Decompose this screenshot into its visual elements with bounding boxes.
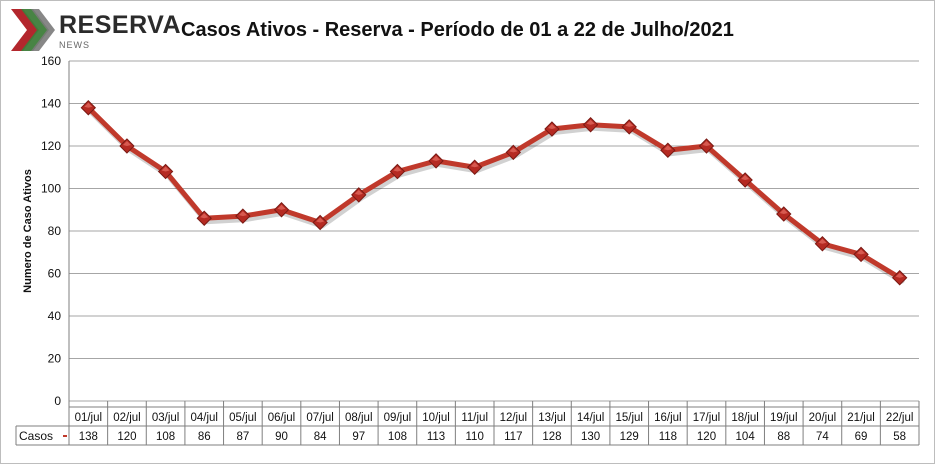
y-tick-label: 20 xyxy=(48,352,62,366)
data-point-highlight xyxy=(663,145,672,151)
data-point-highlight xyxy=(547,124,556,129)
series-line xyxy=(85,105,903,281)
data-label: 87 xyxy=(236,431,249,443)
data-point-highlight xyxy=(277,204,286,210)
x-tick-label: 14/jul xyxy=(577,412,605,424)
data-label: 88 xyxy=(777,431,790,443)
data-point-highlight xyxy=(432,155,441,161)
data-point-highlight xyxy=(895,272,904,278)
x-tick-label: 06/jul xyxy=(268,412,296,424)
x-tick-label: 17/jul xyxy=(693,412,721,424)
data-point-highlight xyxy=(470,162,479,168)
data-point-highlight xyxy=(161,166,170,172)
y-axis-label: Numero de Caso Ativos xyxy=(22,169,34,293)
data-label: 86 xyxy=(198,431,211,443)
data-point-highlight xyxy=(509,147,518,153)
data-label: 120 xyxy=(117,431,136,443)
data-point-highlight xyxy=(393,166,402,172)
x-tick-label: 05/jul xyxy=(229,412,257,424)
x-tick-label: 20/jul xyxy=(809,412,837,424)
data-label: 104 xyxy=(736,431,756,443)
x-tick-label: 11/jul xyxy=(461,412,488,424)
x-tick-label: 22/jul xyxy=(886,412,914,424)
x-tick-label: 21/jul xyxy=(847,412,875,424)
data-label: 129 xyxy=(620,431,639,443)
data-point-highlight xyxy=(857,249,866,255)
logo-subtitle: NEWS xyxy=(59,40,90,50)
x-tick-label: 13/jul xyxy=(538,412,566,424)
data-label: 97 xyxy=(352,431,365,443)
data-label: 69 xyxy=(855,431,868,443)
x-tick-label: 04/jul xyxy=(190,412,218,424)
data-label: 84 xyxy=(314,431,327,443)
data-point-highlight xyxy=(779,209,788,214)
y-tick-label: 100 xyxy=(41,182,61,196)
x-tick-label: 03/jul xyxy=(152,412,180,424)
y-tick-label: 80 xyxy=(48,224,62,238)
x-tick-label: 08/jul xyxy=(345,412,373,424)
data-point-highlight xyxy=(818,238,827,244)
y-tick-label: 40 xyxy=(48,309,62,323)
x-tick-label: 09/jul xyxy=(384,412,412,424)
y-tick-label: 120 xyxy=(41,139,61,153)
y-tick-label: 0 xyxy=(54,394,61,408)
data-point-highlight xyxy=(238,211,247,217)
x-tick-label: 07/jul xyxy=(306,412,334,424)
chevron-logo-icon xyxy=(11,9,55,51)
data-label: 74 xyxy=(816,431,829,443)
data-label: 128 xyxy=(542,431,561,443)
x-tick-label: 12/jul xyxy=(500,412,528,424)
data-point-highlight xyxy=(354,189,363,195)
data-label: 108 xyxy=(156,431,175,443)
data-label: 108 xyxy=(388,431,407,443)
data-point-highlight xyxy=(84,102,93,108)
x-tick-label: 16/jul xyxy=(654,412,682,424)
x-tick-label: 19/jul xyxy=(770,412,798,424)
data-label: 90 xyxy=(275,431,288,443)
data-point-highlight xyxy=(741,175,750,180)
data-label: 113 xyxy=(427,431,445,443)
data-point-highlight xyxy=(625,121,634,127)
data-label: 58 xyxy=(893,431,906,443)
y-tick-label: 140 xyxy=(41,97,61,111)
data-label: 120 xyxy=(697,431,716,443)
x-tick-label: 01/jul xyxy=(75,412,103,424)
y-tick-label: 160 xyxy=(41,54,61,68)
data-point-highlight xyxy=(122,141,131,146)
legend-entry: Casos xyxy=(19,429,53,443)
series-line-shadow xyxy=(87,107,905,284)
data-point-highlight xyxy=(200,213,209,219)
data-point-highlight xyxy=(316,217,325,223)
data-point-highlight xyxy=(702,141,711,146)
x-tick-label: 15/jul xyxy=(615,412,643,424)
x-tick-label: 02/jul xyxy=(113,412,141,424)
logo-wordmark: RESERVA xyxy=(59,11,182,39)
data-label: 110 xyxy=(466,431,484,443)
data-label: 138 xyxy=(79,431,98,443)
y-tick-label: 60 xyxy=(48,267,62,281)
data-point-highlight xyxy=(586,119,595,125)
data-label: 117 xyxy=(504,431,522,443)
chart-title: Casos Ativos - Reserva - Período de 01 a… xyxy=(181,19,734,41)
x-tick-label: 10/jul xyxy=(422,412,450,424)
x-tick-label: 18/jul xyxy=(731,412,759,424)
data-label: 130 xyxy=(581,431,600,443)
reserva-news-logo: RESERVA NEWS xyxy=(9,7,181,53)
data-label: 118 xyxy=(659,431,677,443)
